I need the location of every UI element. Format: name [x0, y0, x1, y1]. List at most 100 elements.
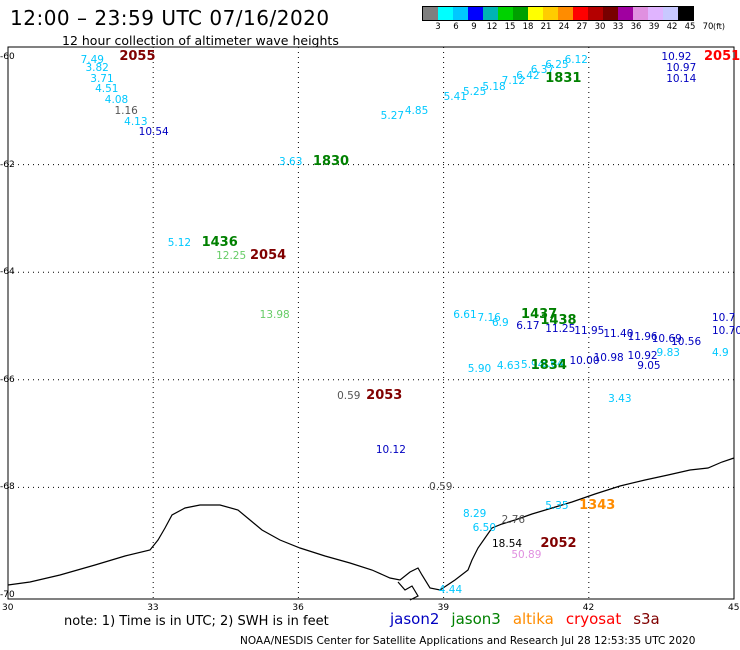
wave-height-label: 4.63	[496, 360, 521, 373]
color-scale-tick: 9	[471, 22, 477, 32]
wave-height-label: 4.51	[95, 83, 119, 96]
wave-height-label: 6.12	[564, 53, 588, 66]
color-swatch	[618, 7, 633, 20]
color-scale-tick: 36	[630, 22, 642, 32]
color-swatch	[573, 7, 588, 20]
latitude-tick-label: -62	[0, 159, 15, 170]
color-scale-tick: 42	[666, 22, 678, 32]
longitude-tick-label: 39	[437, 603, 450, 613]
legend-item-cryosat: cryosat	[565, 610, 622, 628]
wave-height-label: 5.35	[545, 500, 569, 513]
footer-credit: NOAA/NESDIS Center for Satellite Applica…	[240, 635, 696, 647]
wave-height-label: 7.16	[477, 311, 501, 324]
wave-height-label: 6.61	[453, 309, 477, 322]
pass-time-label: 2053	[366, 387, 403, 403]
wave-height-label: 10.98	[593, 352, 624, 365]
color-swatch	[528, 7, 543, 20]
wave-height-label: 6.25	[545, 59, 569, 72]
wave-height-label: 3.71	[90, 72, 114, 85]
color-swatch	[603, 7, 618, 20]
wave-height-label: 4.13	[124, 115, 148, 128]
wave-height-label: 10.92	[661, 51, 692, 63]
legend-item-jason3: jason3	[451, 610, 501, 628]
color-scale-tick: 70	[702, 22, 714, 32]
color-scale-tick: 6	[453, 22, 459, 32]
wave-height-label: 10.92	[627, 349, 658, 362]
wave-height-label: 10.54	[138, 126, 169, 139]
color-swatch	[498, 7, 513, 20]
wave-height-label: 10.69	[651, 333, 682, 346]
color-swatch	[678, 7, 693, 20]
longitude-tick-label: 36	[292, 603, 304, 613]
color-scale-unit: (ft)	[713, 22, 726, 31]
longitude-tick-label: 33	[147, 603, 159, 613]
pass-time-label: 2055	[119, 49, 156, 64]
wave-height-label: 11.95	[574, 325, 605, 338]
wave-height-label: 10.12	[375, 443, 406, 456]
color-swatch	[513, 7, 528, 20]
wave-height-label: 12.25	[216, 250, 247, 263]
wave-height-label: 4.44	[438, 583, 463, 596]
latitude-tick-label: -64	[0, 267, 15, 278]
wave-height-label: 5.18	[482, 80, 506, 93]
wave-height-label: 11.96	[627, 330, 658, 343]
wave-height-label: 8.64	[540, 357, 564, 370]
wave-height-label: 5.12	[167, 236, 192, 249]
wave-height-label: 50.89	[511, 548, 542, 561]
wave-height-label: 10.97	[666, 61, 697, 74]
color-swatch	[648, 7, 663, 20]
longitude-tick-label: 45	[728, 603, 740, 613]
wave-height-label: 2.76	[501, 513, 526, 526]
wave-height-label: 6.42	[516, 69, 540, 82]
color-scale-tick: 39	[648, 22, 660, 32]
wave-height-label: 4.9	[712, 346, 729, 359]
legend-item-s3a: s3a	[633, 610, 660, 628]
map-grid	[8, 47, 734, 599]
wave-height-label: 18.54	[492, 537, 523, 550]
pass-time-label: 2054	[250, 248, 287, 264]
color-swatch	[543, 7, 558, 20]
wave-height-label: 6.17	[516, 320, 540, 332]
wave-height-label: 13.98	[259, 309, 290, 322]
color-swatch	[588, 7, 603, 20]
wave-height-label: 1.16	[114, 104, 138, 117]
color-scale-tick: 45	[684, 22, 696, 32]
wave-height-label: 4.85	[404, 104, 429, 117]
wave-height-label: 0.59	[337, 389, 361, 402]
wave-height-label: 5.94	[521, 358, 545, 371]
wave-height-label: 5.90	[467, 363, 492, 376]
pass-time-label: 1437	[521, 307, 558, 323]
pass-time-label: 2051	[704, 49, 740, 64]
latitude-tick-label: -70	[0, 590, 15, 600]
pass-time-label: 1831	[545, 70, 582, 86]
color-swatch	[423, 7, 438, 20]
color-scale-tick: 18	[522, 22, 534, 32]
pass-time-label: 2052	[540, 535, 577, 551]
satellite-legend: jason2 jason3 altika cryosat s3a	[390, 610, 672, 628]
wave-height-label: 8.29	[462, 508, 487, 521]
longitude-tick-label: 30	[2, 603, 14, 613]
wave-height-label: 9.05	[637, 360, 661, 373]
wave-height-label: 10.7	[712, 311, 736, 324]
wave-height-label: 10.00	[569, 354, 600, 367]
color-scale-tick: 12	[486, 22, 498, 32]
color-scale-tick: 27	[576, 22, 588, 32]
wave-height-label: 6.9	[492, 317, 509, 330]
latitude-tick-label: -66	[0, 374, 15, 385]
color-scale-bar	[422, 6, 694, 21]
wave-height-label: 5.25	[462, 85, 487, 98]
map-frame	[7, 46, 735, 600]
wave-height-label: 3.43	[608, 392, 632, 405]
color-swatch	[468, 7, 483, 20]
wave-height-label: 5.27	[380, 110, 405, 123]
wave-height-label: 7.49	[80, 53, 104, 66]
longitude-tick-label: 42	[582, 603, 595, 613]
pass-time-label: 1438	[540, 312, 577, 328]
wave-height-label: 3.82	[85, 61, 109, 74]
wave-height-label: 7.12	[501, 75, 526, 88]
latitude-tick-label: -60	[0, 52, 15, 62]
wave-height-label: 4.08	[104, 94, 129, 107]
coastline-inlet	[397, 581, 419, 601]
color-swatch	[558, 7, 573, 20]
